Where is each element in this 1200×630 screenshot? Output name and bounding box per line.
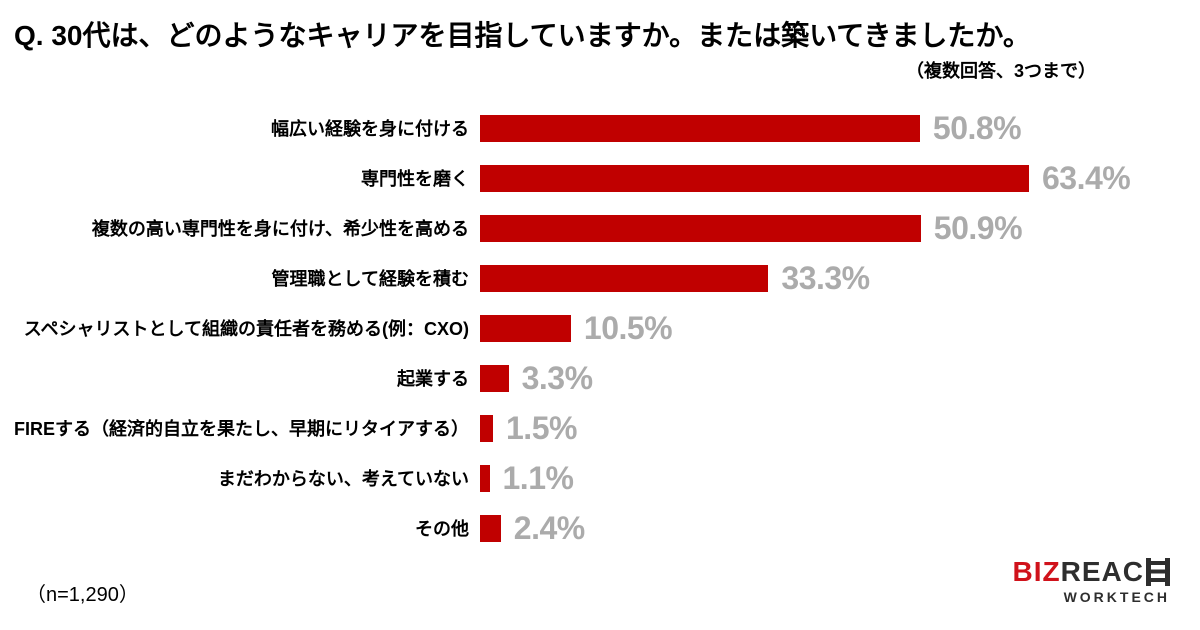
bar-value-label: 3.3% (521, 360, 593, 396)
bizreach-worktech-logo: BIZ REAC WORKTECH (1013, 558, 1170, 605)
bar-value-label: 2.4% (513, 510, 585, 546)
bar (480, 514, 501, 542)
bar-category-label: 起業する (397, 369, 469, 389)
bar (480, 114, 920, 142)
bar (480, 164, 1029, 192)
bar-row: 管理職として経験を積む 33.3% (0, 253, 1200, 303)
bar-row: 幅広い経験を身に付ける 50.8% (0, 103, 1200, 153)
page-title: Q. 30代は、どのようなキャリアを目指していますか。または築いてきましたか。 (14, 20, 1031, 51)
bar-category-label: その他 (415, 519, 469, 539)
bar-row: 起業する 3.3% (0, 353, 1200, 403)
bar-value-label: 63.4% (1042, 160, 1131, 196)
bar-row: FIREする（経済的自立を果たし、早期にリタイアする） 1.5% (0, 403, 1200, 453)
bar-category-label: FIREする（経済的自立を果たし、早期にリタイアする） (14, 419, 469, 439)
bar-category-label: スペシャリストとして組織の責任者を務める(例：CXO) (23, 319, 469, 339)
bar-row: 専門性を磨く 63.4% (0, 153, 1200, 203)
bar-category-label: 管理職として経験を積む (271, 269, 469, 289)
bar-value-label: 50.8% (932, 110, 1022, 146)
bar-category-label: まだわからない、考えていない (217, 469, 469, 489)
bar (480, 264, 769, 292)
bar-category-label: 専門性を磨く (361, 169, 469, 189)
logo-worktech-text: WORKTECH (1063, 589, 1170, 605)
bar-row: その他 2.4% (0, 503, 1200, 553)
bar-value-label: 50.9% (933, 210, 1023, 246)
logo-reach-text: REAC (1060, 556, 1144, 587)
sample-size-note: （n=1,290） (26, 584, 139, 606)
bar-value-label: 10.5% (583, 310, 673, 346)
logo-biz-text: BIZ (1012, 556, 1061, 587)
bar-category-label: 複数の高い専門性を身に付け、希少性を高める (91, 219, 469, 239)
bizreach-wordmark: BIZ REAC (1013, 558, 1170, 586)
bar (480, 464, 490, 492)
bar (480, 214, 921, 242)
bar-chart: 幅広い経験を身に付ける 50.8% 専門性を磨く 63.4% 複数の高い専門性を身に付け… (0, 103, 1200, 553)
bar (480, 414, 493, 442)
multi-answer-note: （複数回答、3つまで） (905, 61, 1096, 81)
bar-value-label: 1.1% (502, 460, 574, 496)
bar-value-label: 33.3% (781, 260, 870, 296)
bar (480, 314, 571, 342)
ladder-h-icon (1146, 558, 1170, 586)
bar-row: スペシャリストとして組織の責任者を務める(例：CXO) 10.5% (0, 303, 1200, 353)
bar-row: まだわからない、考えていない 1.1% (0, 453, 1200, 503)
bar-row: 複数の高い専門性を身に付け、希少性を高める 50.9% (0, 203, 1200, 253)
bar (480, 364, 509, 392)
bar-value-label: 1.5% (506, 410, 577, 446)
bar-category-label: 幅広い経験を身に付ける (271, 119, 469, 139)
